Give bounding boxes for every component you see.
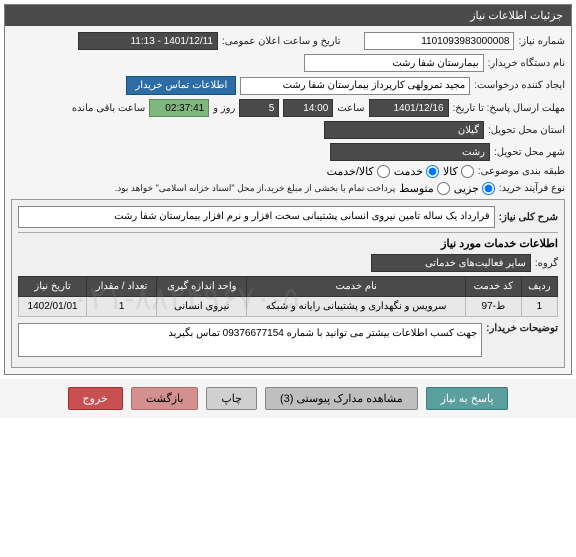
attachments-button[interactable]: مشاهده مدارک پیوستی (3) — [265, 387, 418, 410]
row-buyer: نام دستگاه خریدار: بیمارستان شفا رشت — [11, 54, 565, 72]
th-qty: تعداد / مقدار — [87, 277, 157, 297]
pt-minor-radio[interactable] — [482, 182, 495, 195]
contact-info-button[interactable]: اطلاعات تماس خریدار — [126, 76, 236, 95]
services-table: ردیف کد خدمت نام خدمت واحد اندازه گیری ت… — [18, 276, 558, 317]
time-label-1: ساعت — [337, 103, 364, 114]
sg-service-radio[interactable] — [426, 165, 439, 178]
th-date: تاریخ نیاز — [19, 277, 87, 297]
th-row: ردیف — [521, 277, 557, 297]
buyer-notes-label: توضیحات خریدار: — [486, 323, 558, 334]
city-value: رشت — [330, 143, 490, 161]
panel-body: شماره نیاز: 1101093983000008 تاریخ و ساع… — [5, 26, 571, 374]
requester-label: ایجاد کننده درخواست: — [474, 80, 565, 91]
th-code: کد خدمت — [465, 277, 521, 297]
row-need-announce: شماره نیاز: 1101093983000008 تاریخ و ساع… — [11, 32, 565, 50]
pt-medium-option[interactable]: متوسط — [399, 182, 450, 195]
sg-goods-label: کالا — [443, 165, 458, 178]
general-desc-value: قرارداد یک ساله تامین نیروی انسانی پشتیب… — [18, 206, 495, 228]
city-label: شهر محل تحویل: — [494, 147, 565, 158]
row-subject-group: طبقه بندی موضوعی: کالا خدمت کالا/خدمت — [11, 165, 565, 178]
row-service-group: گروه: سایر فعالیت‌های خدماتی — [18, 254, 558, 272]
pt-medium-radio[interactable] — [437, 182, 450, 195]
row-requester: ایجاد کننده درخواست: مجید تمرولهی کارپرد… — [11, 76, 565, 95]
pt-minor-label: جزیی — [454, 182, 479, 195]
province-value: گیلان — [324, 121, 484, 139]
th-name: نام خدمت — [247, 277, 466, 297]
need-no-label: شماره نیاز: — [518, 36, 565, 47]
pt-note: پرداخت تمام یا بخشی از مبلغ خرید،از محل … — [115, 183, 395, 194]
row-city: شهر محل تحویل: رشت — [11, 143, 565, 161]
sg-goods-option[interactable]: کالا — [443, 165, 474, 178]
back-button[interactable]: بازگشت — [131, 387, 199, 410]
td-code: ط-97 — [465, 297, 521, 317]
sg-service-label: خدمت — [394, 165, 423, 178]
table-row: 1 ط-97 سرویس و نگهداری و پشتیبانی رایانه… — [19, 297, 558, 317]
td-unit: نیروی انسانی — [157, 297, 247, 317]
buyer-notes-value: جهت کسب اطلاعات بیشتر می توانید با شماره… — [18, 323, 482, 357]
deadline-label: مهلت ارسال پاسخ: تا تاریخ: — [453, 103, 565, 114]
deadline-date: 1401/12/16 — [369, 99, 449, 117]
td-row: 1 — [521, 297, 557, 317]
th-unit: واحد اندازه گیری — [157, 277, 247, 297]
services-section-title: اطلاعات خدمات مورد نیاز — [18, 232, 558, 254]
announce-value: 1401/12/11 - 11:13 — [78, 32, 218, 50]
row-purchase-type: نوع فرآیند خرید: جزیی متوسط پرداخت تمام … — [11, 182, 565, 195]
table-header-row: ردیف کد خدمت نام خدمت واحد اندازه گیری ت… — [19, 277, 558, 297]
remaining-label: ساعت باقی مانده — [72, 103, 145, 114]
sg-goods-radio[interactable] — [461, 165, 474, 178]
td-date: 1402/01/01 — [19, 297, 87, 317]
province-label: استان محل تحویل: — [488, 125, 565, 136]
row-buyer-notes: توضیحات خریدار: جهت کسب اطلاعات بیشتر می… — [18, 323, 558, 357]
service-group-value: سایر فعالیت‌های خدماتی — [371, 254, 531, 272]
row-deadline: مهلت ارسال پاسخ: تا تاریخ: 1401/12/16 سا… — [11, 99, 565, 117]
row-general-desc: شرح کلی نیاز: قرارداد یک ساله تامین نیرو… — [18, 206, 558, 228]
pt-minor-option[interactable]: جزیی — [454, 182, 495, 195]
pt-medium-label: متوسط — [399, 182, 434, 195]
respond-button[interactable]: پاسخ به نیاز — [426, 387, 509, 410]
exit-button[interactable]: خروج — [68, 387, 123, 410]
deadline-time: 14:00 — [283, 99, 333, 117]
sg-service-option[interactable]: خدمت — [394, 165, 439, 178]
sg-goods-service-radio[interactable] — [377, 165, 390, 178]
need-no-value: 1101093983000008 — [364, 32, 514, 50]
inner-box: شرح کلی نیاز: قرارداد یک ساله تامین نیرو… — [11, 199, 565, 368]
purchase-type-label: نوع فرآیند خرید: — [499, 183, 565, 194]
service-group-label: گروه: — [535, 258, 558, 269]
td-qty: 1 — [87, 297, 157, 317]
general-desc-label: شرح کلی نیاز: — [499, 212, 558, 223]
sg-goods-service-label: کالا/خدمت — [327, 165, 374, 178]
panel-title: جزئیات اطلاعات نیاز — [5, 5, 571, 26]
subject-group-label: طبقه بندی موضوعی: — [478, 166, 565, 177]
row-province: استان محل تحویل: گیلان — [11, 121, 565, 139]
footer-buttons: پاسخ به نیاز مشاهده مدارک پیوستی (3) چاپ… — [0, 379, 576, 418]
days-remaining: 5 — [239, 99, 279, 117]
requester-value: مجید تمرولهی کارپرداز بیمارستان شفا رشت — [240, 77, 470, 95]
sg-goods-service-option[interactable]: کالا/خدمت — [327, 165, 390, 178]
details-panel: جزئیات اطلاعات نیاز شماره نیاز: 11010939… — [4, 4, 572, 375]
remaining-time: 02:37:41 — [149, 99, 209, 117]
announce-label: تاریخ و ساعت اعلان عمومی: — [222, 36, 341, 47]
buyer-value: بیمارستان شفا رشت — [304, 54, 484, 72]
td-name: سرویس و نگهداری و پشتیبانی رایانه و شبکه — [247, 297, 466, 317]
days-and-label: روز و — [213, 103, 235, 114]
print-button[interactable]: چاپ — [206, 387, 257, 410]
buyer-label: نام دستگاه خریدار: — [488, 58, 565, 69]
